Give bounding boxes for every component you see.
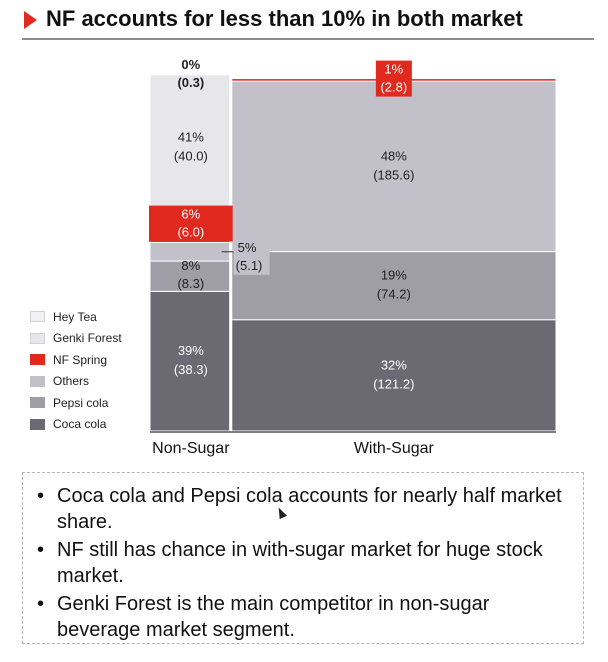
data-label-percent: 5% [238, 240, 257, 255]
data-label-value: (8.3) [177, 276, 204, 291]
data-label-percent: 19% [381, 268, 407, 283]
legend-label: NF Spring [53, 352, 108, 367]
legend-swatch [30, 354, 45, 366]
data-label-value: (0.3) [177, 75, 204, 90]
legend-label: Coca cola [53, 417, 107, 432]
legend-item: Genki Forest [30, 328, 122, 350]
legend-item: Hey Tea [30, 306, 122, 328]
note-item: Coca cola and Pepsi cola accounts for ne… [33, 483, 569, 535]
bar-segment [149, 74, 233, 222]
data-label-percent: 0% [181, 57, 200, 72]
page-title: NF accounts for less than 10% in both ma… [46, 6, 523, 31]
data-label-value: (121.2) [373, 376, 414, 391]
bar-segment [149, 260, 233, 292]
data-label-value: (5.1) [236, 258, 263, 273]
note-item: Genki Forest is the main competitor in n… [33, 591, 569, 643]
legend-swatch [30, 375, 45, 387]
legend-label: Hey Tea [53, 309, 97, 324]
legend-label: Others [53, 374, 90, 389]
bar-segment [149, 290, 233, 432]
data-label-percent: 8% [181, 258, 200, 273]
legend-label: Genki Forest [53, 331, 122, 346]
data-label-value: (185.6) [373, 167, 414, 182]
key-takeaways-box: Coca cola and Pepsi cola accounts for ne… [22, 472, 584, 644]
data-label-value: (38.3) [174, 362, 208, 377]
x-axis-category-label: Non-Sugar [152, 440, 230, 457]
data-label-percent: 1% [384, 62, 403, 77]
data-label-percent: 41% [178, 130, 204, 145]
data-label-background [375, 60, 412, 97]
bar-segment [231, 319, 557, 432]
legend-item: Coca cola [30, 414, 122, 436]
callout-box [233, 238, 270, 275]
title-divider [22, 38, 594, 40]
legend-label: Pepsi cola [53, 395, 109, 410]
x-axis-category-label: With-Sugar [354, 440, 435, 457]
data-label-value: (74.2) [377, 287, 411, 302]
data-label-percent: 48% [381, 148, 407, 163]
bar-segment [231, 251, 557, 321]
data-label-background [149, 205, 233, 242]
bar-segment [231, 80, 557, 253]
chart-legend: Hey Tea Genki Forest NF Spring Others Pepsi … [30, 306, 122, 435]
legend-item: NF Spring [30, 349, 122, 371]
data-label-value: (2.8) [380, 80, 407, 95]
marimekko-chart: 39% (38.3) 8% (8.3) 5% (5.1) 6% (6.0) 41% (40.0) 0… [149, 57, 557, 457]
data-label-percent: 32% [381, 357, 407, 372]
legend-swatch [30, 332, 45, 344]
legend-swatch [30, 397, 45, 409]
legend-item: Pepsi cola [30, 392, 122, 414]
title-arrow-icon [24, 11, 37, 29]
legend-item: Others [30, 371, 122, 393]
note-item: NF still has chance in with-sugar market… [33, 537, 569, 589]
title-bar: NF accounts for less than 10% in both ma… [0, 0, 608, 42]
legend-swatch [30, 311, 45, 323]
data-label-percent: 39% [178, 343, 204, 358]
legend-swatch [30, 418, 45, 430]
data-label-value: (6.0) [177, 225, 204, 240]
data-label-value: (40.0) [174, 149, 208, 164]
data-label-percent: 6% [181, 207, 200, 222]
